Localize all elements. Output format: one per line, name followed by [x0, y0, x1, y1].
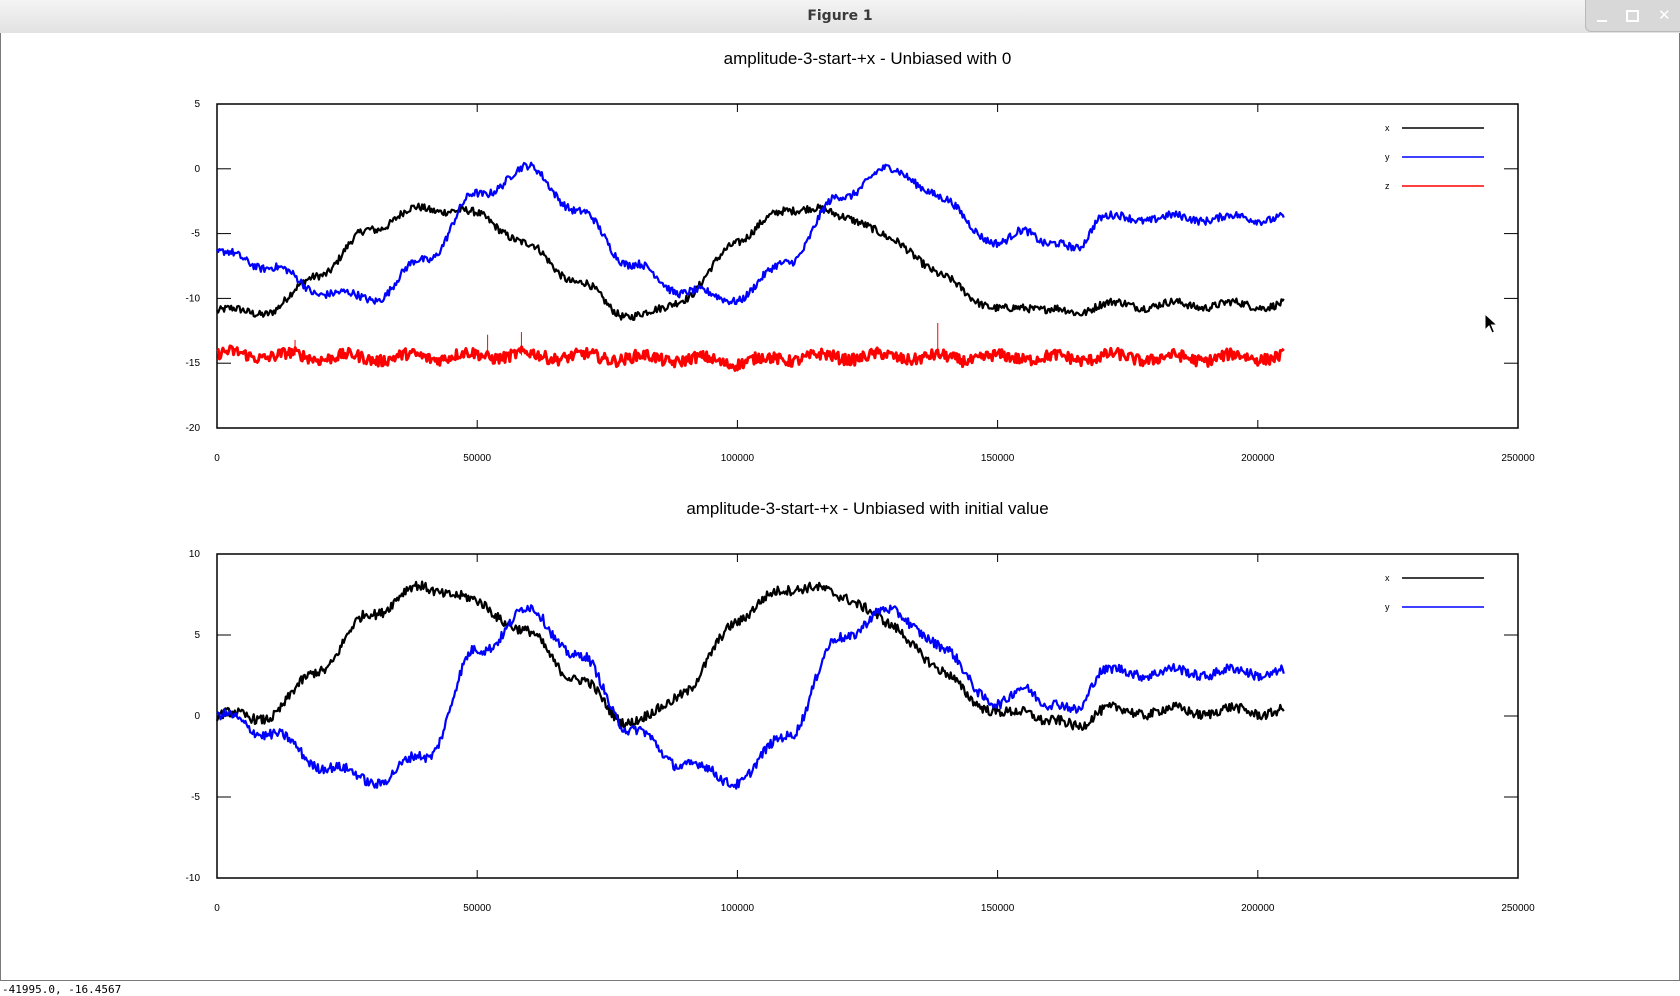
chart-1-legend-label-y: y [1385, 152, 1390, 162]
minimize-icon [1596, 19, 1607, 22]
chart-1-xtick-label: 100000 [721, 453, 755, 464]
window-titlebar[interactable]: Figure 1 ✕ [0, 0, 1680, 34]
chart-1-xtick-label: 50000 [463, 453, 491, 464]
chart-1-ytick-label: -5 [191, 229, 200, 240]
chart-1-axes-frame [216, 103, 1519, 429]
chart-2-ytick-label: 0 [194, 711, 200, 722]
chart-2-legend-label-x: x [1385, 573, 1390, 583]
chart-2-xtick-label: 0 [214, 903, 220, 914]
chart-2-xtick-label: 100000 [721, 903, 755, 914]
chart-1-xtick-label: 150000 [981, 453, 1015, 464]
minimize-button[interactable] [1590, 5, 1614, 27]
chart-1-ytick-label: -10 [186, 293, 201, 304]
chart-1-ytick-label: 5 [194, 99, 200, 110]
maximize-button[interactable] [1621, 5, 1645, 27]
close-button[interactable]: ✕ [1652, 5, 1676, 27]
chart-2-ytick-label: -10 [186, 873, 201, 884]
chart-2-ytick-label: 10 [189, 549, 201, 560]
chart-2-series-y [216, 604, 1285, 790]
chart-1-xtick-label: 250000 [1501, 453, 1535, 464]
chart-1-xtick-label: 0 [214, 453, 220, 464]
chart-1-ytick-label: -20 [186, 423, 201, 434]
chart-2-xtick-label: 150000 [981, 903, 1015, 914]
window-title: Figure 1 [807, 8, 873, 24]
chart-2-axes-frame [216, 553, 1519, 879]
status-coordinates: -41995.0, -16.4567 [2, 983, 122, 996]
chart-1-xtick-label: 200000 [1241, 453, 1275, 464]
chart-1-legend-label-z: z [1385, 181, 1390, 191]
chart-1-series-y [216, 161, 1285, 306]
chart-2-ytick-label: 5 [194, 630, 200, 641]
chart-2-ytick-label: -5 [191, 792, 200, 803]
figure-canvas-frame [0, 33, 1680, 981]
chart-2-series-x [215, 580, 1285, 731]
figure-canvas[interactable]: amplitude-3-start-+x - Unbiased with 0 0 5… [0, 33, 1680, 979]
chart-1-legend-label-x: x [1385, 123, 1390, 133]
chart-2-xtick-label: 250000 [1501, 903, 1535, 914]
chart-2-xtick-label: 50000 [463, 903, 491, 914]
chart-2-legend-label-y: y [1385, 602, 1390, 612]
chart-1-ytick-label: 0 [194, 164, 200, 175]
chart-1-series-z [216, 344, 1285, 372]
chart-1-title: amplitude-3-start-+x - Unbiased with 0 [724, 49, 1012, 68]
chart-2-title: amplitude-3-start-+x - Unbiased with ini… [686, 499, 1048, 518]
close-icon: ✕ [1658, 6, 1671, 24]
window-controls: ✕ [1585, 0, 1680, 32]
chart-2-xtick-label: 200000 [1241, 903, 1275, 914]
mouse-pointer-icon [1484, 313, 1498, 334]
maximize-icon [1626, 9, 1640, 22]
chart-1-series-x [216, 202, 1285, 321]
chart-1-ytick-label: -15 [186, 358, 201, 369]
